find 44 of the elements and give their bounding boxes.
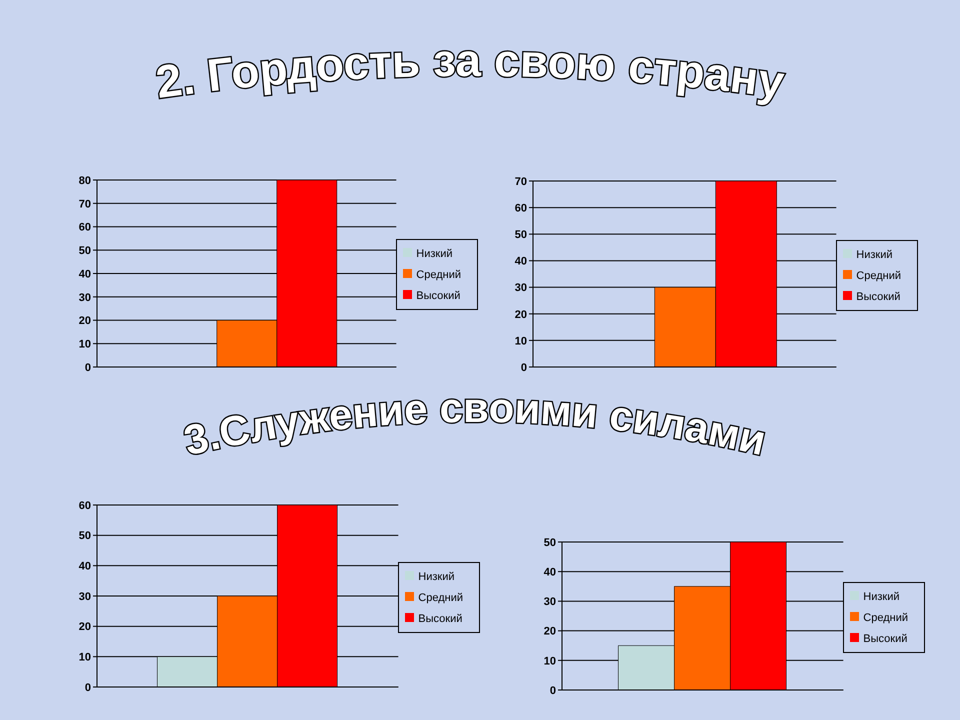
y-tick-label: 20 bbox=[514, 308, 527, 321]
y-tick-label: 0 bbox=[520, 362, 527, 374]
legend-label: Высокий bbox=[416, 290, 460, 302]
legend-label: Низкий bbox=[863, 590, 900, 602]
y-tick-label: 50 bbox=[78, 530, 91, 542]
legend-label: Низкий bbox=[418, 570, 454, 582]
legend-label: Низкий bbox=[416, 248, 452, 260]
y-tick-label: 30 bbox=[544, 596, 556, 608]
y-tick-label: 0 bbox=[84, 362, 91, 374]
y-tick-label: 40 bbox=[514, 256, 527, 268]
y-tick-label: 10 bbox=[514, 335, 527, 348]
y-tick-label: 50 bbox=[514, 229, 527, 242]
y-tick-label: 40 bbox=[544, 566, 556, 579]
legend-label: Средний bbox=[863, 612, 908, 624]
y-tick-label: 50 bbox=[78, 245, 91, 258]
legend-label: Средний bbox=[418, 592, 463, 604]
y-tick-label: 60 bbox=[78, 500, 91, 512]
y-tick-label: 60 bbox=[514, 202, 527, 214]
legend-label: Высокий bbox=[856, 290, 900, 302]
y-tick-label: 10 bbox=[78, 338, 91, 351]
legend-label: Высокий bbox=[418, 612, 462, 624]
y-tick-label: 50 bbox=[544, 536, 556, 549]
y-tick-label: 30 bbox=[514, 282, 527, 294]
legend-label: Низкий bbox=[856, 248, 892, 260]
y-tick-label: 40 bbox=[78, 560, 91, 573]
y-tick-label: 30 bbox=[78, 292, 91, 304]
legend-label: Средний bbox=[856, 270, 901, 282]
y-tick-label: 70 bbox=[514, 176, 527, 188]
chart-title: 3.Служение своими силами bbox=[180, 384, 770, 464]
y-tick-label: 20 bbox=[78, 315, 91, 328]
y-tick-label: 20 bbox=[78, 621, 91, 634]
y-tick-label: 10 bbox=[544, 655, 556, 668]
y-tick-label: 80 bbox=[78, 174, 91, 187]
y-tick-label: 30 bbox=[78, 590, 91, 603]
legend-label: Высокий bbox=[863, 632, 908, 644]
y-tick-label: 40 bbox=[78, 268, 91, 280]
y-tick-label: 20 bbox=[544, 626, 556, 638]
y-tick-label: 60 bbox=[78, 222, 91, 234]
y-tick-label: 10 bbox=[78, 652, 91, 664]
y-tick-label: 0 bbox=[550, 684, 556, 697]
legend-label: Средний bbox=[416, 269, 461, 281]
chart-title: 2. Гордость за свою страну bbox=[152, 34, 788, 108]
y-tick-label: 70 bbox=[78, 198, 91, 210]
y-tick-label: 0 bbox=[84, 682, 91, 694]
